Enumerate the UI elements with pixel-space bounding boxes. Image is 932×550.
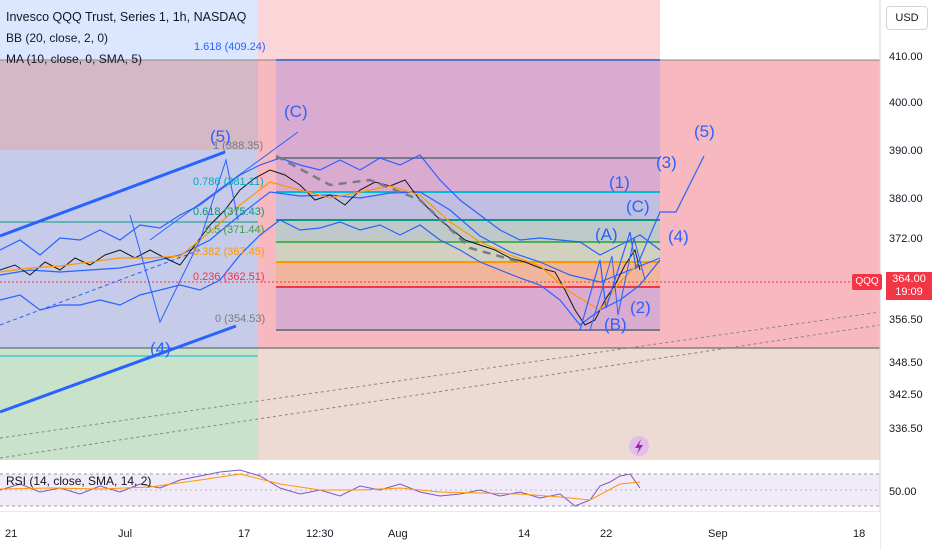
wave-label-b: (B) [604, 315, 627, 334]
time-tick: Aug [388, 528, 408, 540]
price-tick: 356.50 [889, 314, 923, 326]
bb-upper [0, 154, 661, 256]
channel-mid [0, 249, 201, 326]
time-tick: 22 [600, 528, 612, 540]
last-price-value: 364.00 [892, 273, 926, 285]
fib-label-0: 0 (354.53) [215, 313, 265, 325]
zone-left-green [0, 348, 258, 460]
indicator-bb-label[interactable]: BB (20, close, 2, 0) [6, 31, 109, 45]
symbol-tag: QQQ [852, 274, 882, 290]
price-tick: 400.00 [889, 97, 923, 109]
wave-projection [579, 155, 705, 331]
wave-label-4: (4) [668, 227, 689, 246]
fib-label-05: 0.5 (371.44) [205, 224, 264, 236]
zone-pink-top [258, 0, 660, 60]
price-tick: 380.00 [889, 193, 923, 205]
price-series [0, 169, 641, 326]
fib-label-0236: 0.236 (362.51) [193, 271, 265, 283]
wave-label-4-left: (4) [150, 339, 171, 358]
indicator-rsi-label[interactable]: RSI (14, close, SMA, 14, 2) [6, 474, 152, 488]
zone-left-mauve [0, 60, 258, 150]
indicator-ma-label[interactable]: MA (10, close, 0, SMA, 5) [6, 52, 143, 66]
fib-band-green [276, 220, 660, 242]
wave-label-5: (5) [694, 122, 715, 141]
fib-label-0618: 0.618 (375.43) [193, 206, 265, 218]
price-tick: 372.00 [889, 233, 923, 245]
wave-left-zigzag [129, 158, 239, 324]
time-tick: 17 [238, 528, 250, 540]
time-tick: Jul [118, 528, 132, 540]
zone-beige [258, 348, 880, 460]
time-tick: 14 [518, 528, 530, 540]
time-tick: 21 [5, 528, 17, 540]
price-tick: 336.50 [889, 423, 923, 435]
time-scale[interactable] [0, 512, 880, 550]
currency-button[interactable]: USD [886, 6, 928, 30]
wave-abc [589, 237, 646, 331]
wave-label-c: (C) [626, 197, 650, 216]
fib-label-1: 1 (388.35) [213, 140, 263, 152]
rsi-ma-line [0, 473, 641, 501]
price-tick: 410.00 [889, 51, 923, 63]
last-price-tag: 364.00 19:09 [886, 272, 932, 300]
price-tick: 342.50 [889, 389, 923, 401]
fib-label-0382: 0.382 (367.45) [193, 246, 265, 258]
bar-countdown: 19:09 [895, 286, 923, 298]
channel-lower [0, 324, 237, 414]
wave-dashed [275, 154, 521, 264]
fib-band-lime [276, 242, 660, 262]
wave-label-2: (2) [630, 298, 651, 317]
wave-label-c-left: (C) [284, 102, 308, 121]
chart-title[interactable]: Invesco QQQ Trust, Series 1, 1h, NASDAQ [6, 10, 247, 24]
rsi-line [0, 469, 641, 507]
channel-upper [0, 150, 226, 238]
rsi-tick: 50.00 [889, 486, 917, 498]
zone-blue-top [0, 0, 258, 60]
wave-label-a: (A) [595, 225, 618, 244]
wave-label-1: (1) [609, 173, 630, 192]
time-tick: Sep [708, 528, 728, 540]
time-tick: 12:30 [306, 528, 334, 540]
time-tick: 18 [853, 528, 865, 540]
wave-label-3: (3) [656, 153, 677, 172]
price-tick: 390.00 [889, 145, 923, 157]
bb-lower [0, 219, 661, 326]
trend-dashed-1 [0, 311, 881, 439]
lightning-icon[interactable] [629, 436, 649, 456]
trend-dashed-2 [0, 324, 881, 459]
channel-extension [149, 131, 299, 241]
fib-label-0786: 0.786 (381.11) [193, 176, 264, 188]
price-tick: 348.50 [889, 357, 923, 369]
wave-label-5-left: (5) [210, 127, 231, 146]
fib-label-1618: 1.618 (409.24) [194, 41, 266, 53]
ma-line [0, 181, 641, 311]
